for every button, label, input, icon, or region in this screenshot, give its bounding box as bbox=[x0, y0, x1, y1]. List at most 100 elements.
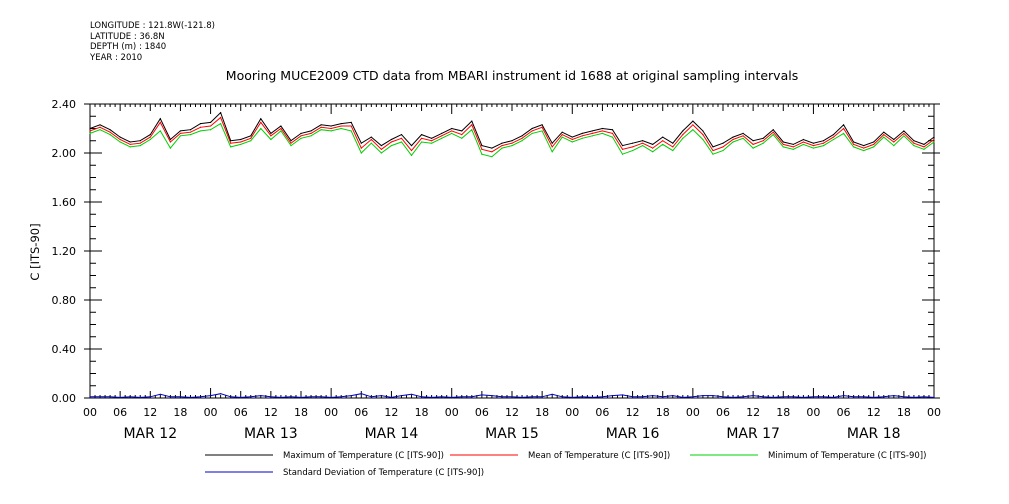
data-point bbox=[159, 118, 161, 120]
y-tick-label: 0.80 bbox=[52, 294, 77, 307]
data-point bbox=[802, 143, 804, 146]
data-point bbox=[189, 396, 192, 398]
longitude-label: LONGITUDE : 121.8W(-121.8) bbox=[90, 21, 215, 31]
data-point bbox=[672, 146, 674, 148]
data-point bbox=[501, 145, 503, 147]
data-point bbox=[290, 140, 292, 142]
data-point bbox=[762, 142, 764, 144]
data-point bbox=[732, 136, 734, 138]
data-point bbox=[913, 396, 915, 398]
data-point bbox=[370, 136, 372, 138]
x-hour-tick-label: 00 bbox=[83, 406, 97, 419]
data-point bbox=[521, 396, 523, 398]
data-point bbox=[380, 152, 382, 154]
data-point bbox=[732, 396, 734, 398]
data-point bbox=[853, 396, 855, 398]
data-point bbox=[119, 141, 121, 143]
data-point bbox=[350, 394, 352, 397]
data-point bbox=[782, 141, 784, 143]
data-point bbox=[380, 148, 382, 150]
data-point bbox=[812, 142, 815, 144]
data-point bbox=[722, 149, 724, 152]
x-hour-tick-label: 18 bbox=[535, 406, 549, 419]
data-point bbox=[320, 124, 322, 126]
x-hour-tick-label: 12 bbox=[384, 406, 398, 419]
data-point bbox=[99, 396, 101, 398]
y-tick-label: 0.40 bbox=[52, 343, 77, 356]
data-point bbox=[380, 145, 382, 147]
legend-label: Mean of Temperature (C [ITS-90]) bbox=[528, 451, 670, 461]
y-tick-label: 2.00 bbox=[52, 147, 77, 160]
data-point bbox=[682, 396, 684, 398]
data-point bbox=[672, 394, 674, 397]
data-point bbox=[420, 396, 423, 398]
data-point bbox=[642, 142, 644, 144]
data-point bbox=[260, 118, 262, 120]
data-point bbox=[712, 149, 714, 152]
data-point bbox=[220, 116, 222, 119]
data-point bbox=[179, 130, 182, 132]
data-point bbox=[260, 121, 262, 123]
data-point bbox=[260, 394, 262, 397]
data-point bbox=[662, 143, 664, 146]
x-hour-tick-label: 06 bbox=[113, 406, 127, 419]
data-point bbox=[822, 396, 825, 398]
data-point bbox=[662, 396, 664, 398]
data-point bbox=[270, 396, 272, 398]
data-point bbox=[280, 125, 282, 127]
data-point bbox=[652, 147, 654, 149]
x-hour-tick-label: 06 bbox=[837, 406, 851, 419]
data-point bbox=[621, 148, 624, 150]
data-point bbox=[933, 141, 935, 143]
data-point bbox=[260, 127, 262, 130]
data-point bbox=[380, 394, 382, 397]
data-point bbox=[451, 396, 453, 398]
data-point bbox=[501, 142, 503, 144]
data-point bbox=[511, 396, 513, 398]
data-point bbox=[390, 145, 393, 147]
data-point bbox=[581, 396, 583, 398]
data-point bbox=[873, 396, 875, 398]
data-point bbox=[461, 137, 463, 139]
x-hour-tick-label: 18 bbox=[415, 406, 429, 419]
data-point bbox=[491, 151, 493, 153]
x-hour-tick-label: 18 bbox=[173, 406, 187, 419]
data-point bbox=[159, 121, 161, 123]
data-point bbox=[109, 131, 111, 133]
data-point bbox=[792, 143, 794, 146]
x-hour-tick-label: 06 bbox=[716, 406, 730, 419]
x-hour-tick-label: 18 bbox=[656, 406, 670, 419]
data-point bbox=[631, 396, 634, 398]
data-point bbox=[119, 136, 121, 138]
data-point bbox=[601, 396, 604, 398]
data-point bbox=[360, 147, 362, 149]
data-point bbox=[531, 396, 533, 398]
data-point bbox=[169, 396, 171, 398]
data-point bbox=[822, 145, 825, 147]
data-point bbox=[893, 138, 895, 141]
data-point bbox=[89, 132, 91, 134]
data-point bbox=[410, 393, 413, 395]
data-point bbox=[772, 129, 774, 131]
data-point bbox=[752, 147, 754, 149]
x-day-label: MAR 14 bbox=[365, 426, 419, 442]
data-point bbox=[340, 125, 342, 127]
data-point bbox=[521, 140, 523, 142]
data-point bbox=[591, 135, 593, 137]
data-point bbox=[792, 146, 794, 148]
data-point bbox=[290, 396, 292, 398]
data-point bbox=[230, 140, 232, 142]
data-point bbox=[742, 132, 744, 134]
data-point bbox=[511, 145, 513, 147]
data-point bbox=[842, 132, 845, 134]
data-point bbox=[230, 146, 232, 148]
data-point bbox=[390, 141, 393, 143]
data-point bbox=[692, 396, 694, 398]
data-point bbox=[209, 129, 212, 131]
x-hour-tick-label: 00 bbox=[324, 406, 338, 419]
data-point bbox=[350, 125, 352, 127]
data-point bbox=[631, 149, 634, 152]
data-point bbox=[842, 394, 845, 397]
data-point bbox=[491, 394, 493, 397]
